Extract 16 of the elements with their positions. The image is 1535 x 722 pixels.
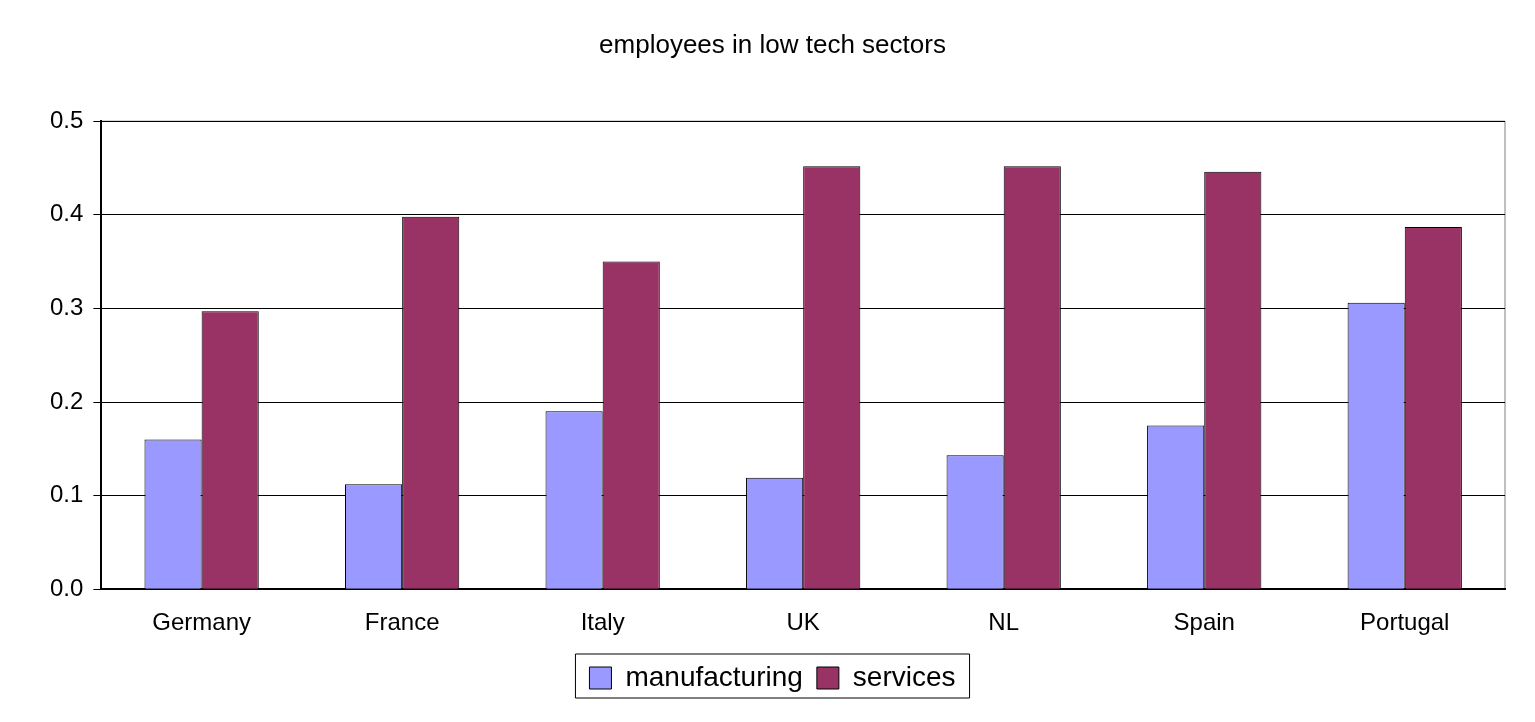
x-tick-label: Portugal — [1360, 608, 1450, 636]
x-tick-label: Italy — [580, 608, 625, 636]
chart-title: employees in low tech sectors — [599, 28, 946, 59]
x-tick-label: Spain — [1173, 608, 1235, 636]
y-tick-label: 0.4 — [49, 199, 84, 227]
legend-label: manufacturing — [625, 660, 803, 692]
legend-label: services — [852, 660, 956, 692]
x-tick-label: NL — [988, 608, 1020, 636]
y-tick-label: 0.1 — [49, 480, 84, 508]
x-tick-label: UK — [786, 608, 820, 636]
y-tick-label: 0.5 — [49, 105, 84, 133]
y-tick-label: 0.3 — [49, 293, 84, 321]
y-tick-label: 0.0 — [49, 573, 84, 601]
x-tick-label: Germany — [152, 608, 251, 636]
y-tick-label: 0.2 — [49, 386, 84, 414]
x-tick-label: France — [364, 608, 440, 636]
